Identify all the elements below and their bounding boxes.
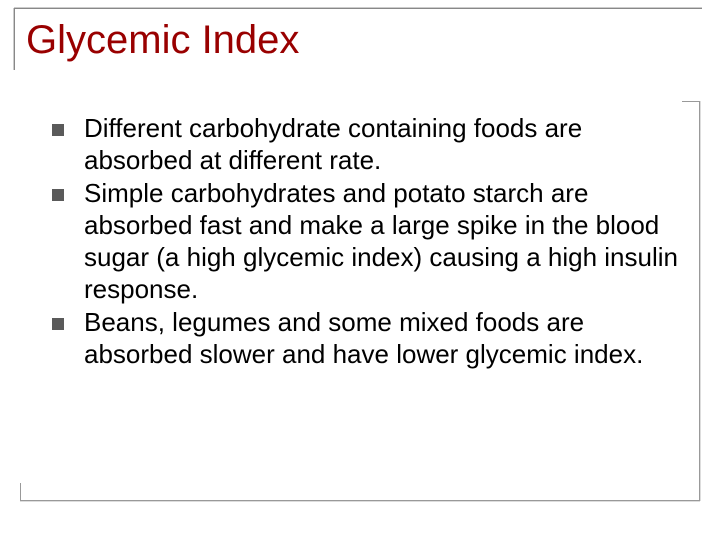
bullet-text: Simple carbohydrates and potato starch a…: [84, 178, 686, 305]
bullet-list: Different carbohydrate containing foods …: [34, 113, 686, 371]
list-item: Different carbohydrate containing foods …: [52, 113, 686, 176]
content-border-left-partial: [20, 483, 21, 501]
content-border-right: [699, 101, 700, 501]
square-bullet-icon: [52, 189, 64, 201]
content-border-top-partial: [682, 101, 700, 102]
list-item: Beans, legumes and some mixed foods are …: [52, 307, 686, 370]
slide-title: Glycemic Index: [22, 16, 698, 63]
title-area: Glycemic Index: [0, 0, 720, 73]
title-border-top: [14, 8, 702, 9]
square-bullet-icon: [52, 318, 64, 330]
list-item: Simple carbohydrates and potato starch a…: [52, 178, 686, 305]
content-border-bottom: [20, 500, 700, 501]
content-area: Different carbohydrate containing foods …: [20, 91, 700, 511]
bullet-text: Different carbohydrate containing foods …: [84, 113, 686, 176]
slide-container: Glycemic Index Different carbohydrate co…: [0, 0, 720, 540]
square-bullet-icon: [52, 124, 64, 136]
title-border-left: [14, 8, 15, 70]
bullet-text: Beans, legumes and some mixed foods are …: [84, 307, 686, 370]
